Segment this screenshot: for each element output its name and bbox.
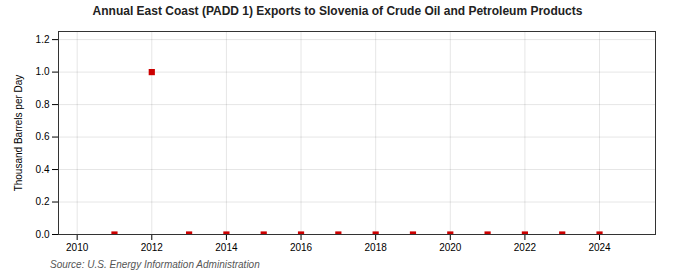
svg-text:2012: 2012 <box>141 242 164 253</box>
svg-text:0.6: 0.6 <box>36 131 50 142</box>
svg-text:2016: 2016 <box>290 242 313 253</box>
html-text:Source: U.S. Energy Informatio: Source: U.S. Energy Information Administ… <box>50 259 260 270</box>
svg-text:0.2: 0.2 <box>36 196 50 207</box>
svg-text:2014: 2014 <box>215 242 238 253</box>
svg-text:2010: 2010 <box>66 242 89 253</box>
svg-text:2018: 2018 <box>365 242 388 253</box>
svg-text:2020: 2020 <box>439 242 462 253</box>
svg-text:Thousand Barrels per Day: Thousand Barrels per Day <box>13 75 24 192</box>
svg-text:1.2: 1.2 <box>36 34 50 45</box>
svg-text:0.8: 0.8 <box>36 99 50 110</box>
svg-text:2024: 2024 <box>588 242 611 253</box>
html-text:Annual East Coast (PADD 1) Exp: Annual East Coast (PADD 1) Exports to Sl… <box>92 4 583 18</box>
svg-text:0.0: 0.0 <box>36 229 50 240</box>
svg-text:0.4: 0.4 <box>36 164 50 175</box>
svg-text:1.0: 1.0 <box>36 66 50 77</box>
svg-text:2022: 2022 <box>514 242 537 253</box>
